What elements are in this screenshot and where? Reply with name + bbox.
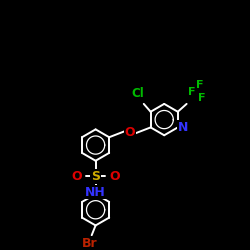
Text: F: F	[198, 93, 205, 103]
Text: S: S	[91, 170, 100, 183]
Text: F: F	[196, 80, 203, 90]
Text: Br: Br	[82, 236, 98, 250]
Text: O: O	[124, 126, 135, 139]
Text: O: O	[109, 170, 120, 183]
Text: Cl: Cl	[132, 86, 144, 100]
Text: N: N	[178, 121, 188, 134]
Text: F: F	[188, 87, 195, 97]
Text: O: O	[72, 170, 82, 183]
Text: NH: NH	[85, 186, 106, 198]
